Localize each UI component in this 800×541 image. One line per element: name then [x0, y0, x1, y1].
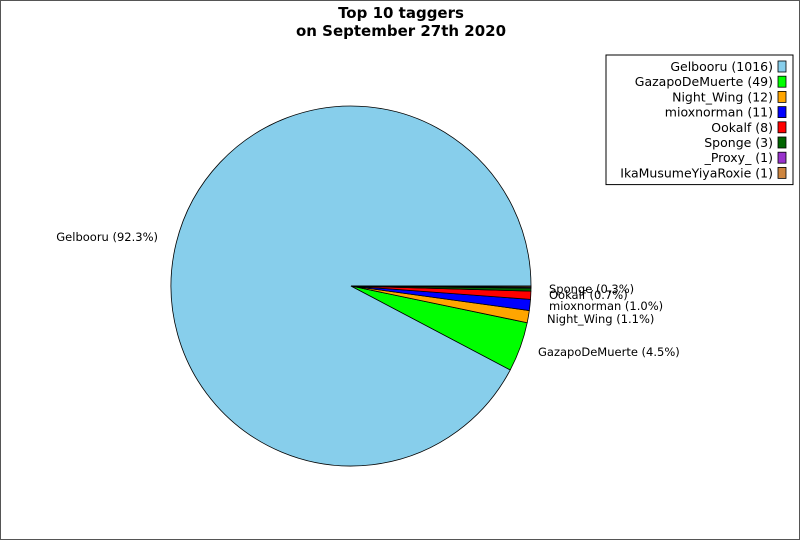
legend-entry: _Proxy_ (1)	[704, 150, 773, 165]
pie-slice-ikamusumeyiyaroxie	[350, 285, 532, 288]
legend-entry: Sponge (3)	[704, 135, 773, 150]
legend-entry: Night_Wing (12)	[672, 89, 773, 104]
legend-entry: GazapoDeMuerte (49)	[635, 74, 773, 89]
slice-labels: Gelbooru (92.3%) GazapoDeMuerte (4.5%) Nig…	[56, 230, 680, 359]
legend-entry: mioxnorman (11)	[665, 105, 773, 120]
legend-entry: Gelbooru (1016)	[670, 59, 773, 74]
legend-swatch	[777, 106, 787, 118]
legend-swatch	[777, 121, 787, 134]
legend-swatch	[777, 151, 787, 164]
legend-swatch	[777, 91, 787, 103]
legend: Gelbooru (1016)GazapoDeMuerte (49)Night_…	[605, 54, 794, 186]
legend-swatch	[777, 136, 787, 149]
legend-swatch	[777, 166, 787, 179]
chart-title-line-1: Top 10 taggers	[338, 4, 464, 22]
legend-swatch	[777, 75, 787, 88]
slice-label-sponge: Sponge (0.3%)	[549, 282, 634, 296]
slice-label-mioxnorman: mioxnorman (1.0%)	[549, 299, 663, 313]
legend-entry: Ookalf (8)	[711, 120, 773, 135]
slice-label-gazapodemuerte: GazapoDeMuerte (4.5%)	[538, 345, 680, 359]
legend-entry: IkaMusumeYiyaRoxie (1)	[620, 165, 773, 180]
slice-label-ookalf: Ookalf (0.7%)	[549, 288, 628, 302]
slice-label-night-wing: Night_Wing (1.1%)	[547, 312, 654, 326]
chart-title-line-2: on September 27th 2020	[296, 22, 506, 40]
pie-slices	[170, 105, 532, 467]
legend-swatch	[777, 60, 787, 73]
legend-box	[605, 54, 794, 186]
slice-label-gelbooru: Gelbooru (92.3%)	[56, 230, 158, 244]
